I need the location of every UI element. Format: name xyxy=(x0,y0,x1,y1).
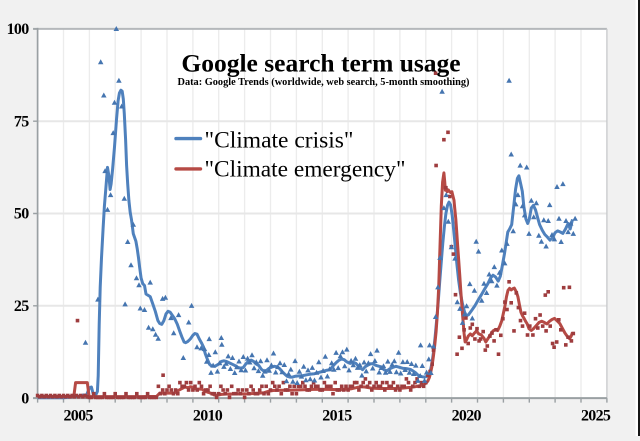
svg-text:25: 25 xyxy=(14,298,29,315)
svg-text:2025: 2025 xyxy=(581,408,611,425)
svg-text:100: 100 xyxy=(7,21,30,38)
svg-text:75: 75 xyxy=(14,113,29,130)
svg-text:2020: 2020 xyxy=(452,408,482,425)
svg-text:50: 50 xyxy=(14,206,29,223)
svg-text:2010: 2010 xyxy=(193,408,223,425)
svg-text:0: 0 xyxy=(21,390,29,407)
svg-text:2005: 2005 xyxy=(63,408,93,425)
svg-text:"Climate crisis": "Climate crisis" xyxy=(205,127,354,153)
svg-text:"Climate emergency": "Climate emergency" xyxy=(205,157,406,183)
svg-text:Data: Google Trends (worldwide: Data: Google Trends (worldwide, web sear… xyxy=(178,76,470,88)
svg-text:Google search term usage: Google search term usage xyxy=(181,49,460,78)
svg-text:2015: 2015 xyxy=(322,408,352,425)
